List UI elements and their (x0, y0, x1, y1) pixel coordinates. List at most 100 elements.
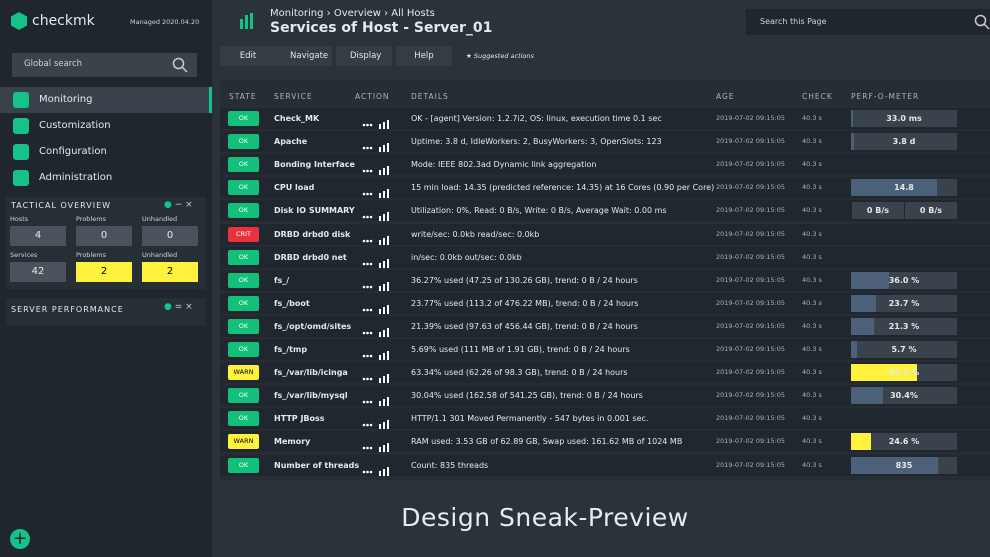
service-row[interactable]: OK CPU load 15 min load: 14.35 (predicted … (220, 177, 990, 199)
menu-item[interactable]: Monitoring (0, 87, 212, 113)
action-icon[interactable] (362, 189, 392, 199)
state-badge[interactable]: OK (228, 318, 259, 334)
state-badge[interactable]: WARN (228, 365, 259, 381)
action-icon[interactable] (362, 166, 392, 176)
action-icons[interactable] (362, 369, 392, 384)
service-name[interactable]: Memory (274, 437, 311, 447)
action-icon[interactable] (362, 374, 392, 384)
service-row[interactable]: OK fs_/ 36.27% used (47.25 of 130.26 GB), … (220, 269, 990, 291)
state-badge[interactable]: OK (228, 411, 259, 427)
global-search[interactable]: Global search (12, 53, 197, 77)
action-icon[interactable] (362, 351, 392, 361)
service-row[interactable]: OK Number of threads Count: 835 threads 201… (220, 454, 990, 476)
tactical-value[interactable]: 4 (10, 226, 66, 246)
action-icons[interactable] (362, 161, 392, 176)
toolbar-button[interactable]: Help (396, 46, 452, 66)
add-button[interactable]: + (10, 529, 30, 549)
service-name[interactable]: Check_MK (274, 114, 320, 123)
action-icons[interactable] (362, 438, 392, 453)
menu-item[interactable]: Administration (0, 165, 212, 191)
service-row[interactable]: OK fs_/var/lib/mysql 30.04% used (162.58 o… (220, 385, 990, 407)
service-name[interactable]: fs_/ (274, 275, 290, 285)
action-icons[interactable] (362, 231, 392, 245)
tactical-value[interactable]: 0 (76, 226, 132, 246)
action-icons[interactable] (362, 184, 392, 199)
state-badge[interactable]: OK (228, 203, 259, 219)
action-icon[interactable] (362, 304, 392, 315)
service-row[interactable]: OK Bonding Interface Mode: IEEE 802.3ad Dy… (220, 154, 990, 176)
service-row[interactable]: OK Disk IO SUMMARY Utilization: 0%, Read: … (220, 200, 990, 222)
service-name[interactable]: Bonding Interface (274, 160, 355, 170)
action-icon[interactable] (362, 120, 392, 130)
service-name[interactable]: fs_/tmp (274, 345, 308, 354)
tactical-value[interactable]: 0 (142, 226, 198, 246)
action-icons[interactable] (362, 115, 392, 129)
service-row[interactable]: OK Apache Uptime: 3.8 d, IdleWorkers: 2, B… (220, 131, 990, 153)
action-icon[interactable] (362, 143, 392, 153)
service-row[interactable]: OK Check_MK OK - [agent] Version: 1.2.7i2,… (220, 108, 990, 129)
crumb[interactable]: Overview (333, 8, 381, 19)
menu-item[interactable]: Customization (0, 113, 212, 139)
action-icons[interactable] (362, 300, 392, 314)
action-icon[interactable] (362, 258, 392, 269)
action-icons[interactable] (362, 323, 392, 337)
action-icon[interactable] (362, 235, 392, 246)
crumb[interactable]: All Hosts (391, 8, 435, 19)
action-icon[interactable] (362, 420, 392, 430)
service-row[interactable]: CRIT DRBD drbd0 disk write/sec: 0.0kb read… (220, 223, 990, 245)
state-badge[interactable]: OK (228, 180, 259, 196)
service-name[interactable]: fs_/var/lib/icinga (274, 368, 348, 378)
state-badge[interactable]: OK (228, 249, 259, 265)
action-icons[interactable] (362, 207, 392, 222)
service-name[interactable]: Number of threads (274, 460, 360, 470)
service-name[interactable]: fs_/var/lib/mysql (274, 391, 348, 401)
panel-controls[interactable]: ● − × (164, 200, 193, 210)
action-icons[interactable] (362, 462, 392, 476)
state-badge[interactable]: CRIT (228, 226, 259, 242)
state-badge[interactable]: OK (228, 157, 259, 173)
state-badge[interactable]: WARN (228, 434, 259, 450)
service-row[interactable]: OK fs_/boot 23.77% used (113.2 of 476.22 M… (220, 292, 990, 314)
service-name[interactable]: CPU load (274, 183, 315, 193)
panel-controls[interactable]: ● = × (164, 302, 193, 312)
service-row[interactable]: WARN Memory RAM used: 3.53 GB of 62.89 GB,… (220, 431, 990, 453)
service-name[interactable]: Apache (274, 137, 308, 147)
state-badge[interactable]: OK (228, 388, 259, 404)
state-badge[interactable]: OK (228, 111, 259, 126)
toolbar-button[interactable]: ★ Suggested actions (466, 52, 534, 60)
service-row[interactable]: OK fs_/tmp 5.69% used (111 MB of 1.91 GB),… (220, 339, 990, 360)
state-badge[interactable]: OK (228, 272, 259, 288)
state-badge[interactable]: OK (228, 295, 259, 311)
action-icon[interactable] (362, 443, 392, 453)
action-icons[interactable] (362, 138, 392, 153)
tactical-value[interactable]: 42 (10, 262, 66, 282)
service-row[interactable]: OK fs_/opt/omd/sites 21.39% used (97.63 of… (220, 315, 990, 337)
tactical-value[interactable]: 2 (142, 262, 198, 282)
action-icon[interactable] (362, 212, 392, 222)
action-icons[interactable] (362, 415, 392, 430)
crumb[interactable]: Monitoring (270, 8, 324, 19)
menu-item[interactable]: Configuration (0, 139, 212, 165)
service-name[interactable]: DRBD drbd0 disk (274, 229, 351, 239)
action-icons[interactable] (362, 277, 392, 291)
service-name[interactable]: Disk IO SUMMARY (274, 206, 355, 216)
action-icons[interactable] (362, 346, 392, 360)
service-name[interactable]: DRBD drbd0 net (274, 252, 347, 262)
service-name[interactable]: HTTP JBoss (274, 414, 325, 424)
page-search[interactable]: Search this Page (746, 9, 990, 35)
service-row[interactable]: OK DRBD drbd0 net in/sec: 0.0kb out/sec: 0… (220, 246, 990, 268)
service-row[interactable]: OK HTTP JBoss HTTP/1.1 301 Moved Permanent… (220, 408, 990, 430)
toolbar-button[interactable]: Navigate (276, 46, 332, 66)
action-icon[interactable] (362, 281, 392, 292)
state-badge[interactable]: OK (228, 342, 259, 357)
action-icons[interactable] (362, 254, 392, 268)
action-icon[interactable] (362, 466, 392, 477)
action-icons[interactable] (362, 392, 392, 407)
service-row[interactable]: WARN fs_/var/lib/icinga 63.34% used (62.26… (220, 362, 990, 384)
state-badge[interactable]: OK (228, 134, 259, 150)
action-icon[interactable] (362, 397, 392, 407)
state-badge[interactable]: OK (228, 457, 259, 473)
service-name[interactable]: fs_/boot (274, 298, 310, 308)
action-icon[interactable] (362, 327, 392, 338)
toolbar-button[interactable]: Edit (220, 46, 276, 66)
